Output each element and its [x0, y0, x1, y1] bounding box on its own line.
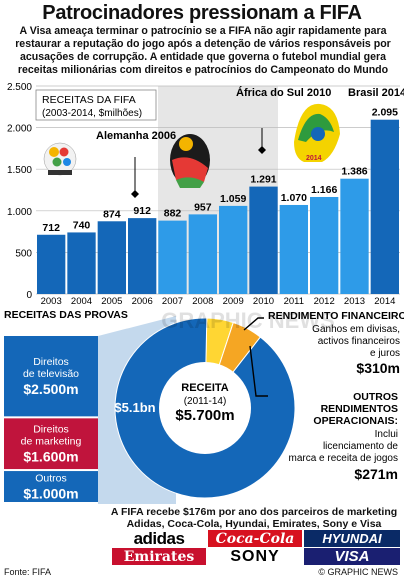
svg-text:licenciamento de: licenciamento de: [323, 441, 398, 452]
x-tick-label: 2003: [41, 296, 62, 306]
bar: [37, 234, 66, 294]
bar-value-label: 2.095: [372, 107, 398, 119]
y-tick-label: 1.000: [7, 207, 32, 218]
x-tick-label: 2006: [132, 296, 153, 306]
x-tick-label: 2009: [223, 296, 244, 306]
y-tick-label: 500: [15, 248, 32, 259]
germany-2006-emblem: [43, 142, 77, 176]
x-tick-label: 2014: [374, 296, 395, 306]
donut-main-slice-label: $5.1bn: [114, 400, 155, 415]
y-tick-label: 2.000: [7, 124, 32, 135]
bar-value-label: 1.166: [311, 184, 337, 196]
adidas-logo: adidas: [112, 529, 206, 548]
visa-logo: VISA: [304, 548, 400, 565]
x-tick-label: 2010: [253, 296, 274, 306]
other-value: $271m: [354, 466, 398, 482]
donut-center-total: $5.700m: [175, 407, 234, 424]
bar: [370, 119, 399, 294]
emirates-logo: Emirates: [112, 548, 206, 565]
x-tick-label: 2005: [101, 296, 122, 306]
south-africa-2010-emblem: [170, 134, 210, 188]
y-tick-label: 1.500: [7, 165, 32, 176]
bar-value-label: 1.070: [281, 192, 307, 204]
bar: [249, 186, 278, 294]
bar: [279, 204, 308, 294]
x-tick-label: 2012: [314, 296, 335, 306]
bar-value-label: 1.291: [250, 174, 276, 186]
svg-text:RENDIMENTOS: RENDIMENTOS: [321, 403, 398, 415]
bar: [128, 218, 157, 294]
annotation-south-africa: África do Sul 2010: [236, 86, 331, 99]
breakdown-segment: [4, 336, 98, 417]
donut-hole: [159, 362, 251, 454]
breakdown-label: Direitos: [33, 356, 69, 368]
svg-text:Inclui: Inclui: [375, 429, 398, 440]
hyundai-logo: HYUNDAI: [304, 530, 400, 547]
footer-brand: © GRAPHIC NEWS: [318, 567, 398, 577]
breakdown-label: de televisão: [23, 368, 79, 380]
sony-logo: SONY: [208, 548, 302, 565]
x-tick-label: 2007: [162, 296, 183, 306]
chart-subtitle: (2003-2014, $milhões): [42, 108, 142, 119]
bar-value-label: 912: [133, 205, 151, 217]
donut-center-label: RECEITA: [181, 382, 229, 394]
annotation-brazil: Brasil 2014: [348, 87, 404, 99]
svg-text:activos financeiros: activos financeiros: [318, 336, 400, 347]
coca-cola-logo: Coca-Cola: [208, 530, 302, 547]
svg-text:OPERACIONAIS:: OPERACIONAIS:: [313, 415, 398, 427]
bar: [340, 178, 369, 294]
financial-note-title: RENDIMENTO FINANCEIRO: [268, 310, 404, 322]
bar-value-label: 740: [73, 219, 91, 231]
bar: [188, 214, 217, 294]
bar: [97, 221, 126, 294]
intro-text: A Visa ameaça terminar o patrocínio se a…: [15, 25, 391, 76]
svg-text:OUTROS: OUTROS: [353, 391, 398, 403]
sponsor-text: A FIFA recebe $176m por ano dos parceiro…: [110, 506, 398, 530]
bar: [67, 232, 96, 294]
chart-title: RECEITAS DA FIFA: [42, 94, 136, 106]
bar-value-label: 1.059: [220, 193, 246, 205]
bar-value-label: 874: [103, 208, 121, 220]
breakdown-value: $1.000m: [23, 486, 78, 502]
donut-center-period: (2011-14): [184, 396, 227, 407]
svg-text:2014: 2014: [306, 155, 322, 162]
financial-value: $310m: [356, 360, 400, 376]
page-title: Patrocinadores pressionam a FIFA: [42, 2, 362, 24]
y-tick-label: 2.500: [7, 82, 32, 93]
svg-text:Ganhos em divisas,: Ganhos em divisas,: [312, 324, 400, 335]
breakdown-label: Outros: [35, 473, 67, 485]
breakdown-label: de marketing: [21, 436, 82, 448]
bar: [219, 205, 248, 294]
breakdown-segment: [4, 418, 98, 470]
breakdown-segment: [4, 471, 98, 502]
x-tick-label: 2004: [71, 296, 92, 306]
x-tick-label: 2011: [284, 296, 304, 306]
provas-title-line: RECEITAS DAS PROVAS: [4, 309, 128, 321]
bar: [310, 196, 339, 294]
breakdown-value: $2.500m: [23, 381, 78, 397]
bar-value-label: 882: [164, 208, 182, 220]
breakdown-label: Direitos: [33, 424, 69, 436]
breakdown-value: $1.600m: [23, 449, 78, 465]
bar-value-label: 1.386: [341, 166, 367, 178]
y-tick-label: 0: [26, 290, 32, 301]
svg-text:marca e receita de jogos: marca e receita de jogos: [288, 453, 398, 464]
svg-text:e juros: e juros: [370, 348, 400, 359]
x-tick-label: 2008: [192, 296, 213, 306]
revenue-bar-chart: 712 740 874 912 882 957 1.059 1.291 1.070 1.166 1.…: [7, 82, 404, 306]
watermark: GRAPHIC NEWS: [161, 308, 335, 333]
footer-source: Fonte: FIFA: [4, 567, 52, 577]
bar: [158, 220, 187, 294]
bar-value-label: 957: [194, 201, 212, 213]
chart-title-box: [35, 89, 157, 121]
brazil-2014-emblem: 2014: [294, 103, 340, 162]
x-tick-label: 2013: [344, 296, 365, 306]
bar-value-label: 712: [42, 222, 60, 234]
annotation-germany-line1: Alemanha 2006: [96, 130, 176, 142]
